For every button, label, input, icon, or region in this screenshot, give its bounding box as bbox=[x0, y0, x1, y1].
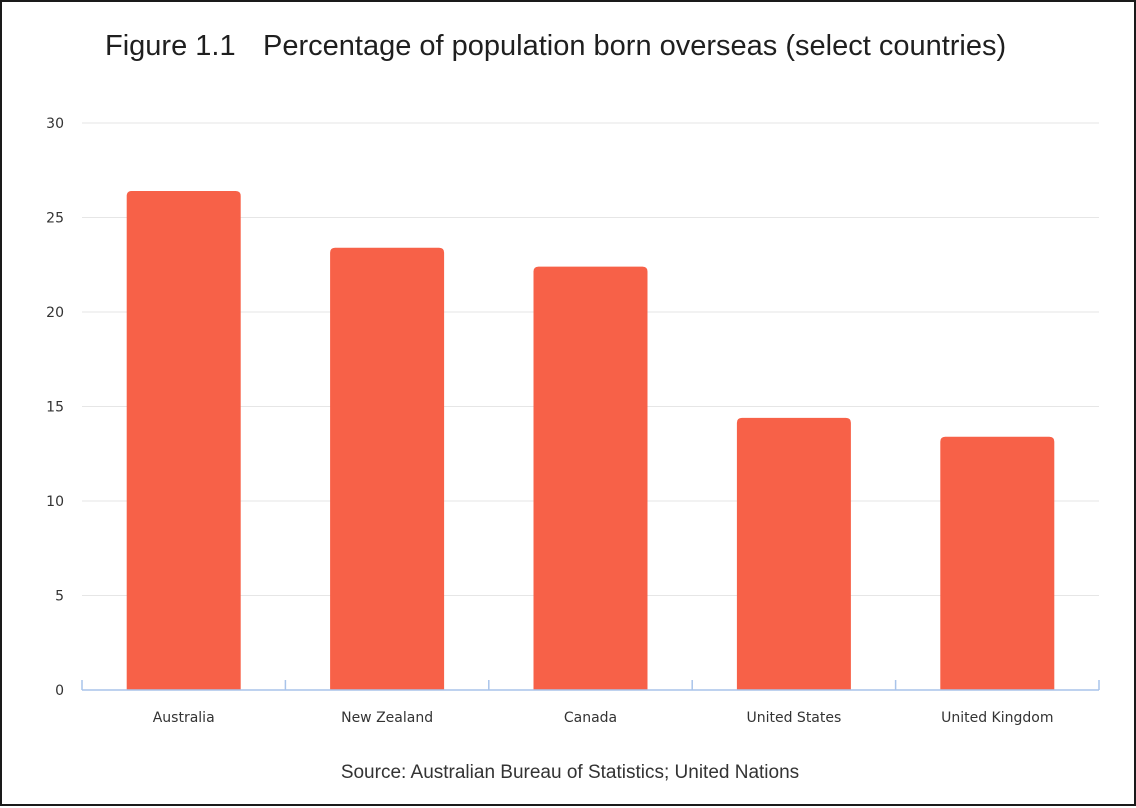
bar-australia bbox=[126, 191, 241, 691]
x-tick-label: Australia bbox=[153, 710, 215, 726]
chart-title: Percentage of population born overseas (… bbox=[263, 30, 1007, 62]
bar-canada bbox=[533, 266, 648, 690]
y-tick-label: 25 bbox=[46, 211, 64, 227]
y-tick-label: 10 bbox=[46, 494, 64, 510]
y-tick-label: 30 bbox=[46, 116, 64, 132]
x-axis-labels: Australia New Zealand Canada United States U… bbox=[153, 710, 1054, 726]
y-tick-label: 5 bbox=[55, 589, 64, 605]
chart-source-note: Source: Australian Bureau of Statistics;… bbox=[340, 762, 800, 783]
chart-title-row: Figure 1.1 Percentage of population born … bbox=[105, 30, 1006, 63]
bar-new-zealand bbox=[330, 247, 445, 691]
x-tick-label: United States bbox=[746, 710, 841, 726]
y-axis-ticks: 0 5 10 15 20 25 30 bbox=[46, 116, 64, 699]
y-tick-label: 0 bbox=[55, 683, 64, 699]
y-tick-label: 15 bbox=[46, 400, 64, 416]
x-tick-label: Canada bbox=[564, 710, 617, 726]
bars bbox=[126, 191, 1055, 691]
bar-united-states bbox=[736, 417, 851, 690]
figure-number: Figure 1.1 bbox=[105, 30, 236, 62]
x-tick-label: New Zealand bbox=[341, 710, 433, 726]
x-tick-label: United Kingdom bbox=[941, 710, 1053, 726]
bar-united-kingdom bbox=[940, 436, 1055, 690]
x-axis bbox=[81, 680, 1100, 691]
y-tick-label: 20 bbox=[46, 305, 64, 321]
